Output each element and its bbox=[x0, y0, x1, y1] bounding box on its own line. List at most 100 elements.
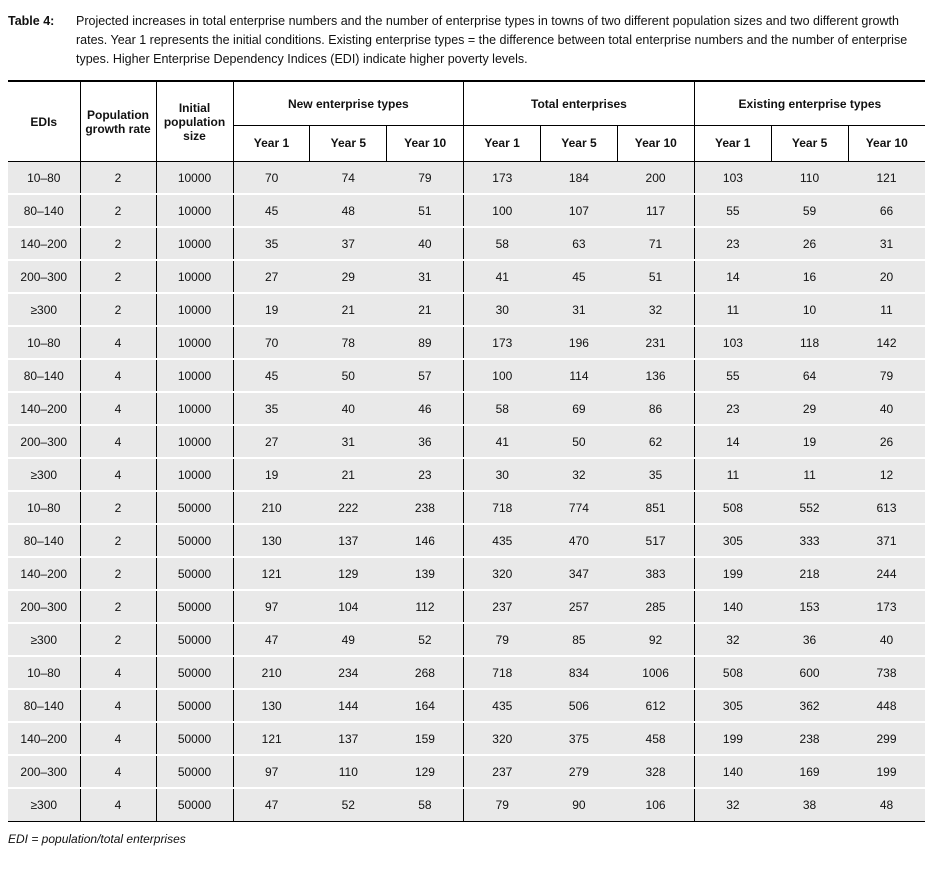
table-body: 10–80 2 10000 70 74 79 173 184 200 103 110 121 80–14… bbox=[8, 161, 925, 822]
table-cell: 140 bbox=[693, 589, 772, 624]
table-cell: 66 bbox=[848, 193, 925, 228]
table-cell: 52 bbox=[386, 622, 464, 657]
table-cell: 2 bbox=[79, 259, 156, 294]
table-cell: 50000 bbox=[155, 754, 233, 789]
table-cell: 196 bbox=[540, 325, 618, 360]
table-header: EDIs Population growth rate Initial popu… bbox=[8, 81, 925, 162]
table-cell: 11 bbox=[693, 457, 772, 492]
table-cell: 80–140 bbox=[8, 358, 80, 393]
table-cell: 1006 bbox=[617, 655, 695, 690]
table-cell: 4 bbox=[79, 424, 156, 459]
table-cell: 106 bbox=[617, 787, 695, 822]
table-cell: 2 bbox=[79, 523, 156, 558]
table-cell: 129 bbox=[309, 556, 387, 591]
table-cell: 48 bbox=[309, 193, 387, 228]
table-cell: 79 bbox=[848, 358, 925, 393]
table-cell: 36 bbox=[386, 424, 464, 459]
table-cell: 50000 bbox=[155, 688, 233, 723]
table-cell: 238 bbox=[771, 721, 848, 756]
table-cell: 159 bbox=[386, 721, 464, 756]
table-cell: 375 bbox=[540, 721, 618, 756]
table-cell: ≥300 bbox=[8, 622, 80, 657]
table-cell: 210 bbox=[232, 490, 310, 525]
table-row: 140–200 4 50000 121 137 159 320 375 458 199 238 299 bbox=[8, 721, 925, 756]
table-cell: 299 bbox=[848, 721, 925, 756]
table-cell: 200–300 bbox=[8, 259, 80, 294]
table-cell: 58 bbox=[463, 226, 541, 261]
year-header: Year 5 bbox=[540, 125, 618, 162]
group-header-total-enterprises: Total enterprises bbox=[463, 81, 695, 126]
table-row: 140–200 2 50000 121 129 139 320 347 383 199 218 244 bbox=[8, 556, 925, 591]
table-cell: 118 bbox=[771, 325, 848, 360]
table-cell: 129 bbox=[386, 754, 464, 789]
table-cell: 97 bbox=[232, 589, 310, 624]
table-cell: 16 bbox=[771, 259, 848, 294]
table-cell: ≥300 bbox=[8, 457, 80, 492]
table-cell: 80–140 bbox=[8, 688, 80, 723]
table-cell: 612 bbox=[617, 688, 695, 723]
table-cell: 285 bbox=[617, 589, 695, 624]
table-cell: 2 bbox=[79, 589, 156, 624]
table-cell: 117 bbox=[617, 193, 695, 228]
table-cell: 21 bbox=[309, 457, 387, 492]
table-cell: 222 bbox=[309, 490, 387, 525]
table-cell: 144 bbox=[309, 688, 387, 723]
table-cell: 146 bbox=[386, 523, 464, 558]
table-cell: 37 bbox=[309, 226, 387, 261]
table-cell: 36 bbox=[771, 622, 848, 657]
table-cell: 268 bbox=[386, 655, 464, 690]
table-cell: 23 bbox=[693, 391, 772, 426]
table-cell: 508 bbox=[693, 490, 772, 525]
table-cell: 448 bbox=[848, 688, 925, 723]
table-cell: 121 bbox=[232, 556, 310, 591]
table-cell: 31 bbox=[848, 226, 925, 261]
data-table: EDIs Population growth rate Initial popu… bbox=[8, 80, 925, 822]
table-cell: 506 bbox=[540, 688, 618, 723]
table-cell: 2 bbox=[79, 556, 156, 591]
table-cell: 11 bbox=[848, 292, 925, 327]
table-cell: 2 bbox=[79, 622, 156, 657]
table-cell: 600 bbox=[771, 655, 848, 690]
table-cell: 10000 bbox=[155, 193, 233, 228]
table-cell: 552 bbox=[771, 490, 848, 525]
table-cell: 4 bbox=[79, 325, 156, 360]
table-cell: 80–140 bbox=[8, 523, 80, 558]
table-caption: Table 4: Projected increases in total en… bbox=[8, 8, 925, 80]
table-cell: 4 bbox=[79, 655, 156, 690]
table-cell: 49 bbox=[309, 622, 387, 657]
table-row: ≥300 2 50000 47 49 52 79 85 92 32 36 40 bbox=[8, 622, 925, 657]
table-cell: 50 bbox=[309, 358, 387, 393]
table-cell: 136 bbox=[617, 358, 695, 393]
table-cell: 4 bbox=[79, 721, 156, 756]
table-cell: 112 bbox=[386, 589, 464, 624]
year-header: Year 10 bbox=[616, 125, 695, 162]
table-cell: 184 bbox=[540, 161, 618, 195]
table-cell: 738 bbox=[848, 655, 925, 690]
table-cell: 35 bbox=[232, 226, 310, 261]
table-cell: 10–80 bbox=[8, 655, 80, 690]
table-cell: 32 bbox=[693, 787, 772, 822]
table-cell: 79 bbox=[463, 622, 541, 657]
table-cell: 30 bbox=[463, 292, 541, 327]
table-cell: 45 bbox=[232, 193, 310, 228]
table-row: ≥300 4 10000 19 21 23 30 32 35 11 11 12 bbox=[8, 457, 925, 492]
table-cell: 347 bbox=[540, 556, 618, 591]
table-cell: 10000 bbox=[155, 161, 233, 195]
table-cell: 210 bbox=[232, 655, 310, 690]
table-cell: 19 bbox=[771, 424, 848, 459]
table-cell: 40 bbox=[309, 391, 387, 426]
table-cell: ≥300 bbox=[8, 787, 80, 822]
table-row: ≥300 4 50000 47 52 58 79 90 106 32 38 48 bbox=[8, 787, 925, 822]
table-cell: 153 bbox=[771, 589, 848, 624]
table-cell: 10000 bbox=[155, 358, 233, 393]
table-cell: 4 bbox=[79, 457, 156, 492]
table-cell: 173 bbox=[463, 325, 541, 360]
table-cell: 31 bbox=[540, 292, 618, 327]
table-cell: 140–200 bbox=[8, 721, 80, 756]
table-cell: 63 bbox=[540, 226, 618, 261]
table-cell: 718 bbox=[463, 490, 541, 525]
table-cell: 71 bbox=[617, 226, 695, 261]
table-cell: 79 bbox=[463, 787, 541, 822]
table-cell: 70 bbox=[232, 161, 310, 195]
column-header-initial-population-size: Initial population size bbox=[155, 81, 233, 162]
